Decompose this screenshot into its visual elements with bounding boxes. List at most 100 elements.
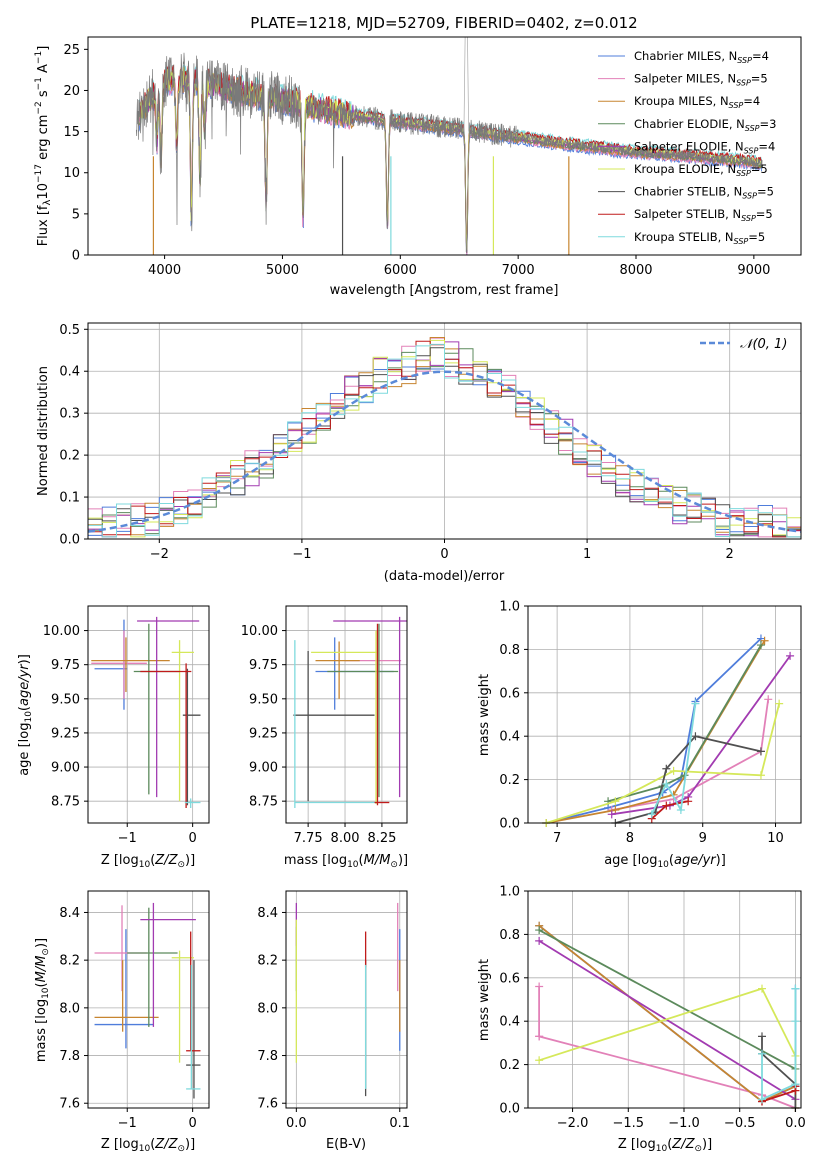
spectrum-frame [87, 36, 802, 256]
residual-legend-label: 𝒩(0, 1) [740, 337, 787, 352]
age-mass-ytick-label: 8.75 [249, 795, 278, 810]
weight-age-xtick-label: 8 [626, 831, 634, 846]
mass-ebv-frame [285, 890, 408, 1109]
spectrum-ytick-label: 25 [63, 43, 80, 58]
weight-z-ytick-label: 0.6 [499, 971, 520, 986]
weight-age-marker [662, 764, 671, 773]
residual-ylabel: Normed distribution [36, 366, 51, 496]
residual-histogram [88, 343, 801, 538]
weight-z-background [528, 891, 801, 1108]
weight-age-xtick-label: 10 [767, 831, 784, 846]
weight-z-marker [791, 1017, 800, 1026]
spectrum-legend: Chabrier MILES, NSSP=4 Salpeter MILES, NS… [598, 49, 776, 246]
legend-label: Kroupa ELODIE, NSSP=5 [634, 162, 768, 178]
weight-z-xtick-label: −0.5 [724, 1116, 756, 1131]
weight-z-marker [791, 1080, 800, 1089]
age-mass-xtick-label: 7.75 [294, 831, 323, 846]
residual-xtick-label: −1 [292, 547, 311, 562]
weight-z-ytick-label: 0.2 [499, 1058, 520, 1073]
age-z-ytick-label: 9.50 [51, 692, 80, 707]
weight-age-marker [662, 801, 671, 810]
spectrum-ytick-label: 5 [72, 207, 80, 222]
weight-z-marker [535, 1032, 544, 1041]
weight-age-line [611, 655, 791, 816]
weight-age-marker [786, 651, 795, 660]
weight-age-marker [607, 810, 616, 819]
weight-z-ytick-label: 1.0 [499, 885, 520, 900]
weight-age-marker [669, 766, 678, 775]
weight-z-marker [758, 984, 766, 993]
age-z-xtick-label: 0 [189, 831, 197, 846]
legend-label: Kroupa MILES, NSSP=4 [634, 94, 760, 110]
age-z-ytick-label: 8.75 [51, 795, 80, 810]
weight-age-line [607, 644, 762, 803]
spectrum-ytick-label: 15 [63, 125, 80, 140]
spectrum-ytick-label: 0 [72, 249, 80, 264]
weight-z-line [538, 986, 796, 1109]
residual-ytick-label: 0.5 [59, 323, 80, 338]
weight-age-marker [647, 810, 656, 819]
age-z-ytick-label: 10.00 [43, 624, 80, 639]
weight-z-marker [535, 1056, 544, 1065]
weight-age-ytick-label: 0.8 [499, 643, 520, 658]
panel-weight-vs-age: 7 8 9 10 0.0 0.2 0.4 0.6 0.8 1.0 [499, 600, 802, 846]
spectrum-xtick-label: 5000 [266, 263, 299, 278]
weight-age-ytick-label: 0.4 [499, 730, 520, 745]
mass-ebv-ytick-label: 8.4 [257, 906, 278, 921]
age-z-xlabel: Z [log10(Z/Z⊙)] [101, 853, 195, 870]
weight-age-marker [756, 641, 765, 650]
legend-label: Salpeter MILES, NSSP=5 [634, 72, 768, 88]
legend-label: Chabrier MILES, NSSP=4 [634, 49, 769, 65]
residual-legend: 𝒩(0, 1) [700, 337, 787, 352]
spectrum-xtick-label: 8000 [619, 263, 652, 278]
mass-ebv-xtick-label: 0.1 [389, 1116, 410, 1131]
weight-z-xlabel: Z [log10(Z/Z⊙)] [618, 1137, 712, 1154]
mass-z-xtick-label: 0 [189, 1116, 197, 1131]
weight-age-marker [611, 797, 620, 806]
spectrum-title: PLATE=1218, MJD=52709, FIBERID=0402, z=0… [250, 14, 637, 32]
age-mass-xtick-label: 8.25 [367, 831, 396, 846]
legend-label: Chabrier STELIB, NSSP=5 [634, 185, 774, 201]
mass-ebv-background [286, 891, 407, 1108]
age-mass-ytick-label: 9.25 [249, 726, 278, 741]
weight-z-marker [758, 1095, 766, 1104]
spectrum-panel: 4000 5000 6000 7000 8000 9000 0 5 10 15 20 25 PLATE… [34, 14, 802, 298]
age-z-xtick-label: −1 [118, 831, 137, 846]
weight-z-xtick-label: −1.0 [668, 1116, 700, 1131]
weight-z-xtick-label: 0.0 [785, 1116, 806, 1131]
age-mass-xtick-label: 8.00 [331, 831, 360, 846]
spectrum-ylabel: Flux [fλ10−17 erg cm−2 s−1 A−1] [34, 46, 53, 247]
weight-age-marker [676, 805, 685, 814]
mass-ebv-ytick-label: 7.8 [257, 1049, 278, 1064]
residual-xtick-label: 0 [440, 547, 448, 562]
residual-xtick-label: −2 [150, 547, 169, 562]
weight-z-xtick-label: −1.5 [612, 1116, 644, 1131]
weight-age-xtick-label: 7 [553, 831, 561, 846]
weight-age-marker [764, 695, 773, 704]
panel-mass-vs-metallicity: −1 0 7.6 7.8 8.0 8.2 8.4 [59, 890, 210, 1131]
legend-label: Chabrier ELODIE, NSSP=3 [634, 117, 776, 133]
mass-z-xlabel: Z [log10(Z/Z⊙)] [101, 1137, 195, 1154]
weight-z-ylabel: mass weight [477, 959, 492, 1041]
mass-z-ytick-label: 7.8 [59, 1049, 80, 1064]
weight-age-ytick-label: 0.6 [499, 686, 520, 701]
mass-z-ytick-label: 8.0 [59, 1001, 80, 1016]
spectrum-xlabel: wavelength [Angstrom, rest frame] [330, 283, 559, 298]
weight-age-ytick-label: 0.2 [499, 773, 520, 788]
weight-z-marker [758, 1032, 766, 1041]
weight-age-ytick-label: 0.0 [499, 817, 520, 832]
mass-z-xtick-label: −1 [118, 1116, 137, 1131]
panel-age-vs-mass: 7.75 8.00 8.25 8.75 9.00 9.25 9.50 9.75 10.00 [241, 605, 408, 846]
age-mass-ytick-label: 9.75 [249, 658, 278, 673]
legend-label: Salpeter ELODIE, NSSP=4 [634, 139, 775, 155]
weight-z-ytick-label: 0.0 [499, 1102, 520, 1117]
residual-ytick-label: 0.2 [59, 449, 80, 464]
mass-z-ylabel: mass [log10(M/M⊙)] [34, 938, 51, 1062]
spectrum-ticks: 4000 5000 6000 7000 8000 9000 0 5 10 15 20 25 [63, 43, 770, 278]
weight-age-marker [775, 699, 784, 708]
residual-panel: −2 −1 0 1 2 0.0 0.1 0.2 0.3 0.4 0.5 (data-model)/e… [36, 322, 802, 584]
residual-xlabel: (data-model)/error [384, 569, 505, 584]
weight-z-line [761, 1036, 797, 1108]
mass-z-ytick-label: 8.2 [59, 954, 80, 969]
